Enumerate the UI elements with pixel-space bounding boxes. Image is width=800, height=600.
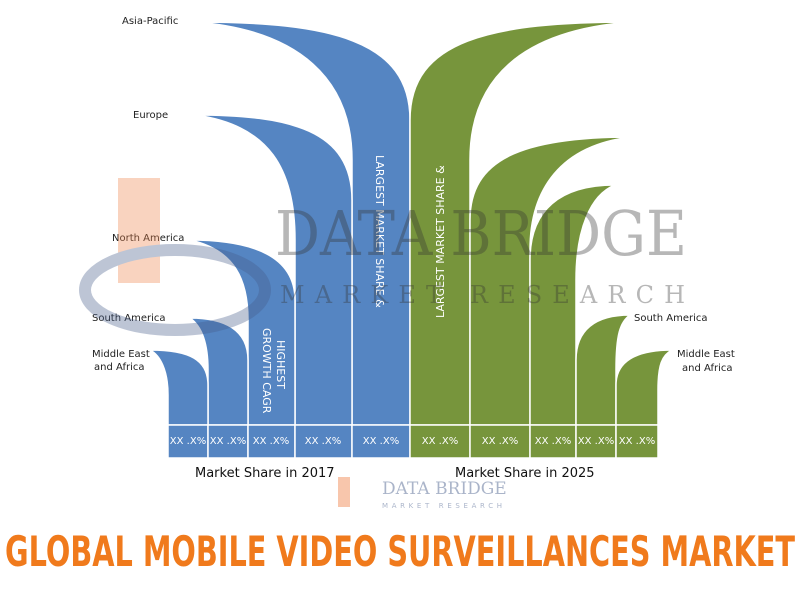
region-label: South America (634, 313, 708, 324)
share-label: XX .X% (619, 436, 655, 447)
watermark-text: DATA BRIDGE (275, 197, 687, 270)
watermark-text: MARKET RESEARCH (382, 502, 502, 510)
callout: LARGEST MARKET SHARE & (434, 165, 447, 318)
region-label: South America (92, 313, 166, 324)
small-watermark: DATA BRIDGE MARKET RESEARCH (338, 477, 507, 510)
callout: HIGHEST (274, 340, 287, 389)
callout: GROWTH CAGR (260, 328, 273, 414)
share-label: XX .X% (170, 436, 206, 447)
watermark: DATA BRIDGE MARKET RESEARCH (79, 178, 687, 336)
region-label: and Africa (682, 363, 733, 374)
share-boxes (167, 424, 659, 459)
logo-shape (338, 477, 350, 507)
share-label: XX .X% (253, 436, 289, 447)
plume (194, 21, 411, 426)
box (351, 424, 411, 459)
plume (575, 314, 633, 426)
logo-shape (118, 178, 160, 283)
plumes-2017 (149, 21, 411, 426)
share-labels: XX .X% XX .X% XX .X% XX .X% XX .X% XX .X… (170, 436, 655, 447)
plume (409, 21, 633, 426)
region-labels: Asia-Pacific Europe North America South … (92, 16, 735, 374)
box (207, 424, 249, 459)
region-label: Asia-Pacific (122, 16, 178, 27)
title: GLOBAL MOBILE VIDEO SURVEILLANCES MARKET (5, 527, 795, 576)
share-label: XX .X% (422, 436, 458, 447)
watermark-text: DATA BRIDGE (382, 479, 507, 499)
plume (149, 349, 209, 426)
region-label: Middle East (92, 349, 150, 360)
share-label: XX .X% (535, 436, 571, 447)
watermark-text: MARKET RESEARCH (280, 281, 685, 309)
caption: Market Share in 2017 (195, 466, 335, 481)
caption: Market Share in 2025 (455, 466, 595, 481)
plume (194, 114, 353, 426)
plume (529, 184, 616, 426)
plume (189, 239, 296, 426)
logo-shape (79, 244, 271, 336)
region-label: Middle East (677, 349, 735, 360)
plume (187, 317, 249, 426)
share-label: XX .X% (482, 436, 518, 447)
share-label: XX .X% (305, 436, 341, 447)
callouts: LARGEST MARKET SHARE & LARGEST MARKET SH… (260, 155, 447, 414)
region-label: North America (112, 233, 184, 244)
share-label: XX .X% (210, 436, 246, 447)
box (469, 424, 531, 459)
box (575, 424, 617, 459)
share-label: XX .X% (578, 436, 614, 447)
region-label: Europe (133, 110, 168, 121)
region-label: and Africa (94, 362, 145, 373)
plume (469, 136, 633, 426)
plumes-2025 (409, 21, 673, 426)
box (294, 424, 353, 459)
plume (615, 349, 673, 426)
callout: LARGEST MARKET SHARE & (373, 155, 386, 308)
box (247, 424, 296, 459)
share-label: XX .X% (363, 436, 399, 447)
box (615, 424, 659, 459)
